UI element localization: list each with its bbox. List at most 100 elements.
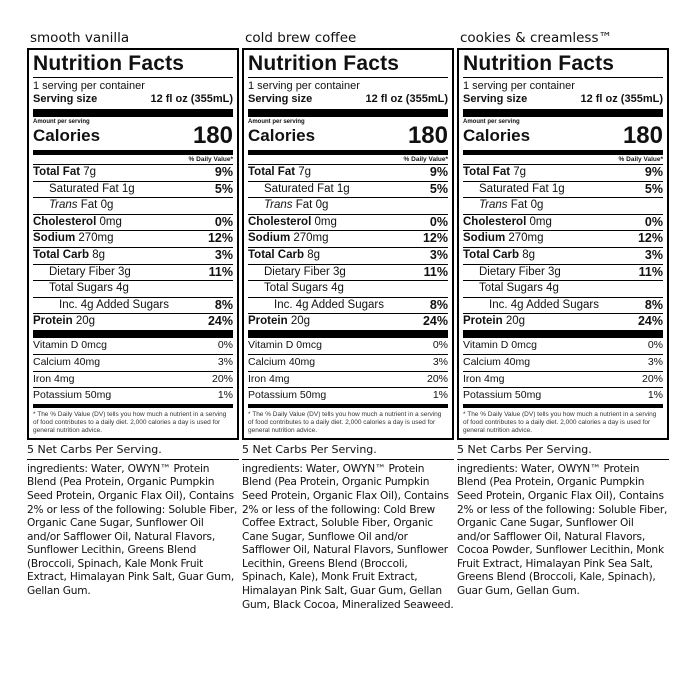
ingredients: ingredients: Water, OWYN™ Protein Blend … bbox=[457, 462, 668, 598]
nutrient-label: Calcium 40mg bbox=[463, 355, 531, 368]
servings-per-container: 1 serving per container bbox=[248, 80, 360, 92]
nutrient-pct: 1% bbox=[432, 389, 448, 402]
nutrient-amount: 1g bbox=[121, 182, 135, 195]
sodium-row: Sodium 270mg 12% bbox=[33, 231, 233, 248]
nutrient-pct: 3% bbox=[214, 247, 233, 262]
nutrient-pct: 20% bbox=[211, 372, 233, 385]
nutrient-pct: 3% bbox=[432, 355, 448, 368]
nutrient-pct: 0% bbox=[429, 214, 448, 229]
serving-size-label: Serving size bbox=[33, 93, 98, 105]
nutrient-label: Vitamin D 0mcg bbox=[463, 339, 537, 352]
nutrient-pct: 24% bbox=[207, 314, 233, 329]
nutrient-pct: 11% bbox=[423, 264, 448, 279]
nutrient-amount: 1g bbox=[336, 182, 350, 195]
nutrient-amount: 7g bbox=[83, 166, 97, 178]
nutrient-label: Potassium 50mg bbox=[248, 389, 327, 402]
dv-footnote: * The % Daily Value (DV) tells you how m… bbox=[248, 410, 442, 434]
calories-label: Calories bbox=[33, 126, 101, 145]
nutrient-label: Dietary Fiber bbox=[49, 265, 115, 278]
servings-per-container: 1 serving per container bbox=[463, 80, 575, 92]
nutrient-pct: 0% bbox=[214, 214, 233, 229]
vitamin-d-row: Vitamin D 0mcg 0% bbox=[463, 338, 663, 355]
potassium-row: Potassium 50mg 1% bbox=[463, 388, 663, 408]
calcium-row: Calcium 40mg 3% bbox=[463, 355, 663, 372]
nutrient-amount: 0mg bbox=[314, 215, 337, 228]
protein-row: Protein 20g 24% bbox=[33, 314, 233, 339]
fiber-row: Dietary Fiber 3g 11% bbox=[248, 265, 448, 282]
daily-value-header: % Daily Value* bbox=[248, 155, 448, 165]
nutrient-amount: 270mg bbox=[508, 232, 544, 245]
iron-row: Iron 4mg 20% bbox=[248, 372, 448, 389]
nutrient-label: Sodium bbox=[33, 232, 76, 245]
nutrient-amount: 3g bbox=[548, 265, 561, 278]
protein-row: Protein 20g 24% bbox=[248, 314, 448, 339]
net-carbs: 5 Net Carbs Per Serving. bbox=[27, 443, 239, 460]
nutrient-pct: 5% bbox=[429, 181, 448, 196]
flavor-name: smooth vanilla bbox=[30, 30, 130, 46]
nutrient-label: Protein bbox=[463, 315, 503, 328]
nutrient-label: Inc. 4g Added Sugars bbox=[489, 298, 599, 311]
nutrient-pct: 1% bbox=[217, 389, 233, 402]
total-carb-row: Total Carb 8g 3% bbox=[463, 248, 663, 265]
daily-value-header: % Daily Value* bbox=[463, 155, 663, 165]
nutrient-label: Dietary Fiber bbox=[264, 265, 330, 278]
trans-fat-row: Trans Fat 0g bbox=[33, 198, 233, 215]
nutrient-label: Potassium 50mg bbox=[33, 389, 112, 402]
sugars-row: Total Sugars 4g bbox=[33, 281, 233, 298]
nutrient-label: Vitamin D 0mcg bbox=[33, 339, 107, 352]
nutrient-amount: 0g bbox=[315, 199, 329, 212]
label-title: Nutrition Facts bbox=[248, 52, 448, 78]
nutrient-pct: 24% bbox=[637, 314, 663, 329]
nutrient-label: Calcium 40mg bbox=[248, 355, 316, 368]
nutrient-pct: 20% bbox=[641, 372, 663, 385]
nutrition-label: Nutrition Facts 1 serving per container … bbox=[457, 48, 669, 440]
nutrient-pct: 3% bbox=[217, 355, 233, 368]
trans-fat-row: Trans Fat 0g bbox=[463, 198, 663, 215]
trans-fat-row: Trans Fat 0g bbox=[248, 198, 448, 215]
nutrient-pct: 12% bbox=[207, 231, 233, 246]
dv-footnote: * The % Daily Value (DV) tells you how m… bbox=[33, 410, 227, 434]
vitamin-d-row: Vitamin D 0mcg 0% bbox=[33, 338, 233, 355]
nutrient-amount: 20g bbox=[290, 315, 311, 328]
amount-per-serving: Amount per serving bbox=[248, 119, 305, 125]
amount-per-serving: Amount per serving bbox=[33, 119, 90, 125]
nutrient-pct: 3% bbox=[644, 247, 663, 262]
total-carb-row: Total Carb 8g 3% bbox=[33, 248, 233, 265]
nutrient-pct: 11% bbox=[208, 264, 233, 279]
nutrient-label: Iron 4mg bbox=[33, 372, 75, 385]
nutrient-label: Saturated Fat bbox=[49, 182, 119, 195]
nutrient-pct: 5% bbox=[214, 181, 233, 196]
nutrient-label: Cholesterol bbox=[33, 215, 97, 228]
nutrient-label: Inc. 4g Added Sugars bbox=[59, 298, 169, 311]
nutrient-label: Total Carb bbox=[248, 248, 305, 261]
nutrition-label: Nutrition Facts 1 serving per container … bbox=[27, 48, 239, 440]
nutrient-amount: 0g bbox=[530, 199, 544, 212]
nutrient-label: Fat bbox=[80, 199, 98, 212]
serving-size-value: 12 fl oz (355mL) bbox=[150, 93, 233, 105]
nutrient-amount: 7g bbox=[513, 166, 527, 178]
nutrition-panel-cookies: cookies & creamless™ Nutrition Facts 1 s… bbox=[457, 28, 669, 599]
saturated-fat-row: Saturated Fat 1g 5% bbox=[33, 182, 233, 199]
nutrient-label-italic: Trans bbox=[264, 199, 293, 212]
nutrient-pct: 20% bbox=[426, 372, 448, 385]
sodium-row: Sodium 270mg 12% bbox=[248, 231, 448, 248]
nutrient-amount: 20g bbox=[75, 315, 96, 328]
daily-value-header: % Daily Value* bbox=[33, 155, 233, 165]
calories-value: 180 bbox=[407, 122, 448, 149]
nutrient-pct: 9% bbox=[644, 165, 663, 179]
sugars-row: Total Sugars 4g bbox=[248, 281, 448, 298]
fiber-row: Dietary Fiber 3g 11% bbox=[33, 265, 233, 282]
nutrient-label: Saturated Fat bbox=[264, 182, 334, 195]
nutrient-pct: 24% bbox=[422, 314, 448, 329]
vitamin-d-row: Vitamin D 0mcg 0% bbox=[248, 338, 448, 355]
nutrient-label: Fat bbox=[295, 199, 313, 212]
calories-value: 180 bbox=[622, 122, 663, 149]
dv-footnote: * The % Daily Value (DV) tells you how m… bbox=[463, 410, 657, 434]
ingredients: ingredients: Water, OWYN™ Protein Blend … bbox=[242, 462, 454, 611]
added-sugars-row: Inc. 4g Added Sugars 8% bbox=[463, 298, 663, 315]
nutrient-pct: 9% bbox=[429, 165, 448, 179]
nutrient-amount: 3g bbox=[333, 265, 346, 278]
nutrient-label: Total Carb bbox=[463, 248, 520, 261]
nutrient-pct: 11% bbox=[638, 264, 663, 279]
fiber-row: Dietary Fiber 3g 11% bbox=[463, 265, 663, 282]
